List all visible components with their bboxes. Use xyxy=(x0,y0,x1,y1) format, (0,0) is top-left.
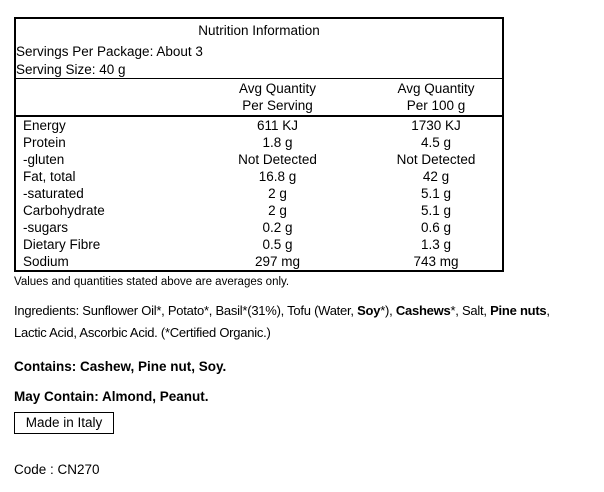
nutrient-label: Fat, total xyxy=(23,169,76,184)
value-per-serving: 16.8 g xyxy=(258,169,297,184)
nutrient-label: -sugars xyxy=(23,220,69,235)
table-title-row: Nutrition Information xyxy=(15,18,503,42)
table-row: Carbohydrate 2 g 5.1 g xyxy=(15,202,503,219)
col-header-line: Per 100 g xyxy=(406,98,466,113)
table-row: Sodium 297 mg 743 mg xyxy=(15,253,503,271)
may-contain-statement: May Contain: Almond, Peanut. xyxy=(14,389,209,404)
col-header-per-100g: Avg Quantity Per 100 g xyxy=(370,78,503,117)
nutrition-table: Nutrition Information Servings Per Packa… xyxy=(14,17,504,272)
nutrient-label: -gluten xyxy=(23,152,65,167)
contains-statement: Contains: Cashew, Pine nut, Soy. xyxy=(14,359,227,374)
value-per-serving: 2 g xyxy=(268,186,287,201)
nutrition-rows: Energy 611 KJ 1730 KJ Protein 1.8 g 4.5 g -glu… xyxy=(15,116,503,271)
value-per-100g: Not Detected xyxy=(396,152,476,167)
table-row: Protein 1.8 g 4.5 g xyxy=(15,134,503,151)
table-row: Dietary Fibre 0.5 g 1.3 g xyxy=(15,236,503,253)
ingredient-allergen: Soy xyxy=(357,303,381,318)
nutrient-label: Dietary Fibre xyxy=(23,237,101,252)
ingredient-text: *), xyxy=(380,303,396,318)
table-row: Energy 611 KJ 1730 KJ xyxy=(15,116,503,134)
nutrient-label: -saturated xyxy=(23,186,84,201)
value-per-serving: 2 g xyxy=(268,203,287,218)
ingredient-text: , Lactic Acid, Ascorbic Acid. (*Certifie… xyxy=(14,303,550,340)
ingredient-text: Ingredients: Sunflower Oil*, Potato*, Ba… xyxy=(14,303,358,318)
serving-size-row: Serving Size: 40 g xyxy=(15,60,503,79)
servings-per-package-row: Servings Per Package: About 3 xyxy=(15,42,503,60)
nutrient-label: Sodium xyxy=(23,254,69,269)
value-per-serving: 0.2 g xyxy=(262,220,293,235)
table-row: -sugars 0.2 g 0.6 g xyxy=(15,219,503,236)
made-in-italy-box: Made in Italy xyxy=(14,412,114,434)
col-header-per-serving: Avg Quantity Per Serving xyxy=(185,78,370,117)
column-header-row: Avg Quantity Per Serving Avg Quantity Pe… xyxy=(15,78,503,117)
nutrition-table-head: Nutrition Information Servings Per Packa… xyxy=(15,18,503,117)
value-per-serving: 297 mg xyxy=(254,254,301,269)
col-header-line: Avg Quantity xyxy=(397,81,475,96)
value-per-100g: 0.6 g xyxy=(420,220,452,235)
ingredient-text: *, Salt, xyxy=(450,303,491,318)
value-per-100g: 5.1 g xyxy=(420,203,452,218)
value-per-100g: 5.1 g xyxy=(420,186,452,201)
value-per-serving: 1.8 g xyxy=(262,135,293,150)
nutrient-label: Carbohydrate xyxy=(23,203,105,218)
value-per-100g: 1.3 g xyxy=(420,237,452,252)
value-per-serving: Not Detected xyxy=(238,152,317,167)
servings-per-package: Servings Per Package: About 3 xyxy=(16,43,203,59)
ingredient-allergen: Pine nuts xyxy=(490,303,547,318)
table-title: Nutrition Information xyxy=(198,23,320,38)
table-row: Fat, total 16.8 g 42 g xyxy=(15,168,503,185)
table-row: -gluten Not Detected Not Detected xyxy=(15,151,503,168)
value-per-serving: 611 KJ xyxy=(256,118,299,133)
table-row: -saturated 2 g 5.1 g xyxy=(15,185,503,202)
nutrient-label: Protein xyxy=(23,135,66,150)
ingredient-allergen: Cashews xyxy=(395,303,451,318)
product-code: Code : CN270 xyxy=(14,462,100,477)
averages-note: Values and quantities stated above are a… xyxy=(14,276,290,288)
value-per-100g: 4.5 g xyxy=(420,135,452,150)
value-per-100g: 743 mg xyxy=(413,254,459,269)
nutrient-label: Energy xyxy=(23,118,66,133)
value-per-serving: 0.5 g xyxy=(262,237,293,252)
value-per-100g: 1730 KJ xyxy=(411,118,461,133)
empty-header-cell xyxy=(15,78,185,117)
col-header-line: Per Serving xyxy=(242,98,313,113)
value-per-100g: 42 g xyxy=(422,169,450,184)
col-header-line: Avg Quantity xyxy=(238,81,317,96)
nutrition-label: Nutrition Information Servings Per Packa… xyxy=(14,17,604,477)
ingredients-paragraph: Ingredients: Sunflower Oil*, Potato*, Ba… xyxy=(14,300,604,344)
serving-size: Serving Size: 40 g xyxy=(15,60,503,79)
